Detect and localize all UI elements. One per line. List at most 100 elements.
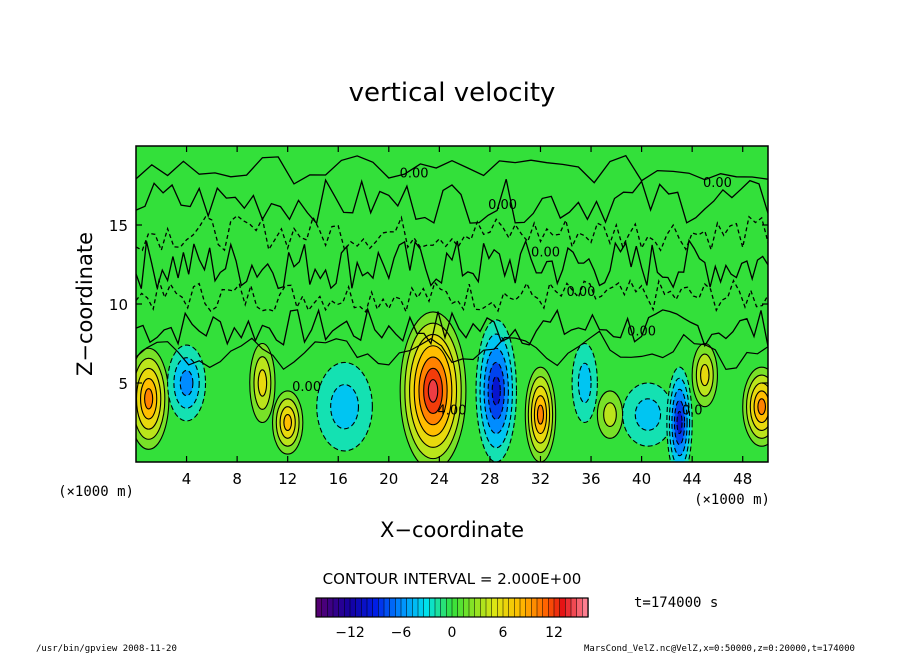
- velocity-cell: [475, 319, 518, 462]
- x-tick-label: 16: [329, 470, 348, 488]
- contour-line: [136, 178, 768, 225]
- contour-label: 0.00: [566, 285, 595, 300]
- cell-contour: [427, 379, 439, 403]
- colorbar-segment: [412, 597, 419, 618]
- y-tick-label: 15: [109, 217, 128, 235]
- colorbar-tick-label: 0: [448, 625, 457, 641]
- cell-contour: [757, 398, 767, 416]
- x-unit-left: (×1000 m): [58, 484, 134, 500]
- plot-area: 0.00 0.00 0.00 0.00 0.00 0.00 0.00 4.00 0.0: [136, 146, 768, 462]
- colorbar-segment: [344, 597, 351, 618]
- contour-label: 0.00: [627, 325, 656, 340]
- colorbar-frame: [315, 597, 589, 618]
- contour-label: 0.00: [531, 246, 560, 261]
- x-tick-label: 24: [430, 470, 449, 488]
- colorbar-segment: [366, 597, 374, 618]
- x-unit-right: (×1000 m): [694, 492, 770, 508]
- colorbar-segment: [417, 597, 425, 618]
- colorbar-segment: [485, 597, 493, 618]
- colorbar-segment: [338, 597, 345, 618]
- velocity-cells: [136, 311, 768, 462]
- colorbar-segment: [536, 597, 544, 618]
- colorbar-segment: [531, 597, 538, 618]
- cell-contour: [257, 369, 268, 397]
- contour-line: [136, 214, 768, 253]
- colorbar-segment: [383, 597, 391, 618]
- colorbar-tick-label: 12: [545, 625, 563, 641]
- colorbar-tick-label: −12: [335, 625, 365, 641]
- cell-contour: [179, 369, 194, 397]
- contour-label: 0.0: [682, 404, 703, 419]
- x-tick-label: 4: [182, 470, 192, 488]
- velocity-cell: [524, 366, 557, 462]
- colorbar-segment: [446, 597, 453, 618]
- x-tick-label: 20: [379, 470, 398, 488]
- velocity-cell: [622, 382, 674, 447]
- colorbar-segment: [553, 597, 561, 618]
- cell-contour: [577, 362, 592, 404]
- colorbar-segment: [389, 597, 396, 618]
- contour-line: [136, 330, 768, 371]
- chart-title: vertical velocity: [349, 78, 556, 108]
- x-axis-label: X−coordinate: [380, 518, 524, 542]
- footer-left: /usr/bin/gpview 2008-11-20: [36, 644, 177, 654]
- cell-contour: [144, 388, 154, 410]
- contour-label: 0.00: [488, 198, 517, 213]
- colorbar-segment: [497, 597, 504, 618]
- contour-label: 0.00: [400, 167, 429, 182]
- colorbar-segment: [406, 597, 413, 618]
- cell-contour: [603, 402, 617, 428]
- colorbar-segment: [429, 597, 436, 618]
- cell-contour: [330, 384, 360, 430]
- colorbar-segment: [395, 597, 402, 618]
- colorbar-segment: [434, 597, 442, 618]
- colorbar-segment: [519, 597, 527, 618]
- colorbar-segment: [451, 597, 459, 618]
- contour-line: [136, 238, 768, 290]
- colorbar-segment: [559, 597, 566, 618]
- velocity-cell: [742, 366, 768, 447]
- contour-label: 0.00: [292, 380, 321, 395]
- colorbar-segment: [463, 597, 470, 618]
- colorbar-segment: [349, 597, 357, 618]
- colorbar-segment: [457, 597, 464, 618]
- velocity-cell: [666, 366, 693, 462]
- velocity-cell: [691, 342, 718, 408]
- x-tick-label: 12: [278, 470, 297, 488]
- x-tick-label: 8: [232, 470, 242, 488]
- y-tick-label: 10: [109, 296, 128, 314]
- contour-line: [136, 306, 768, 348]
- x-tick-label: 40: [632, 470, 651, 488]
- colorbar-segment: [355, 597, 362, 618]
- contour-label: 4.00: [438, 404, 467, 419]
- colorbar-tick-label: 6: [499, 625, 508, 641]
- colorbar-segment: [423, 597, 430, 618]
- colorbar-segment: [525, 597, 532, 618]
- velocity-cell: [399, 311, 467, 462]
- x-tick-label: 48: [733, 470, 752, 488]
- colorbar-segment: [474, 597, 481, 618]
- contour-interval-text: CONTOUR INTERVAL = 2.000E+00: [323, 570, 582, 588]
- velocity-cell: [136, 347, 170, 450]
- time-label: t=174000 s: [634, 595, 718, 611]
- cell-contour: [491, 376, 501, 406]
- colorbar-segment: [502, 597, 510, 618]
- cell-contour: [676, 410, 683, 435]
- colorbar-segment: [480, 597, 487, 618]
- colorbar-segment: [491, 597, 498, 618]
- velocity-cell: [167, 344, 207, 422]
- colorbar-segment: [468, 597, 476, 618]
- colorbar-tick-label: −6: [391, 625, 412, 641]
- colorbar-segment: [361, 597, 368, 618]
- cell-contour: [536, 404, 545, 425]
- colorbar-ticks: −12 −6 0 6 12: [335, 625, 563, 641]
- contour-lines: 0.00 0.00 0.00 0.00 0.00 0.00 0.00 4.00 0.0: [136, 154, 768, 419]
- colorbar-segment: [548, 597, 555, 618]
- colorbar-segment: [400, 597, 408, 618]
- colorbar-segment: [542, 597, 549, 618]
- colorbar-segment: [508, 597, 515, 618]
- x-axis: 4 8 12 16 20 24 28 32 36 40 44 48: [182, 146, 752, 488]
- contour-line: [136, 154, 768, 185]
- cell-contour: [283, 414, 293, 431]
